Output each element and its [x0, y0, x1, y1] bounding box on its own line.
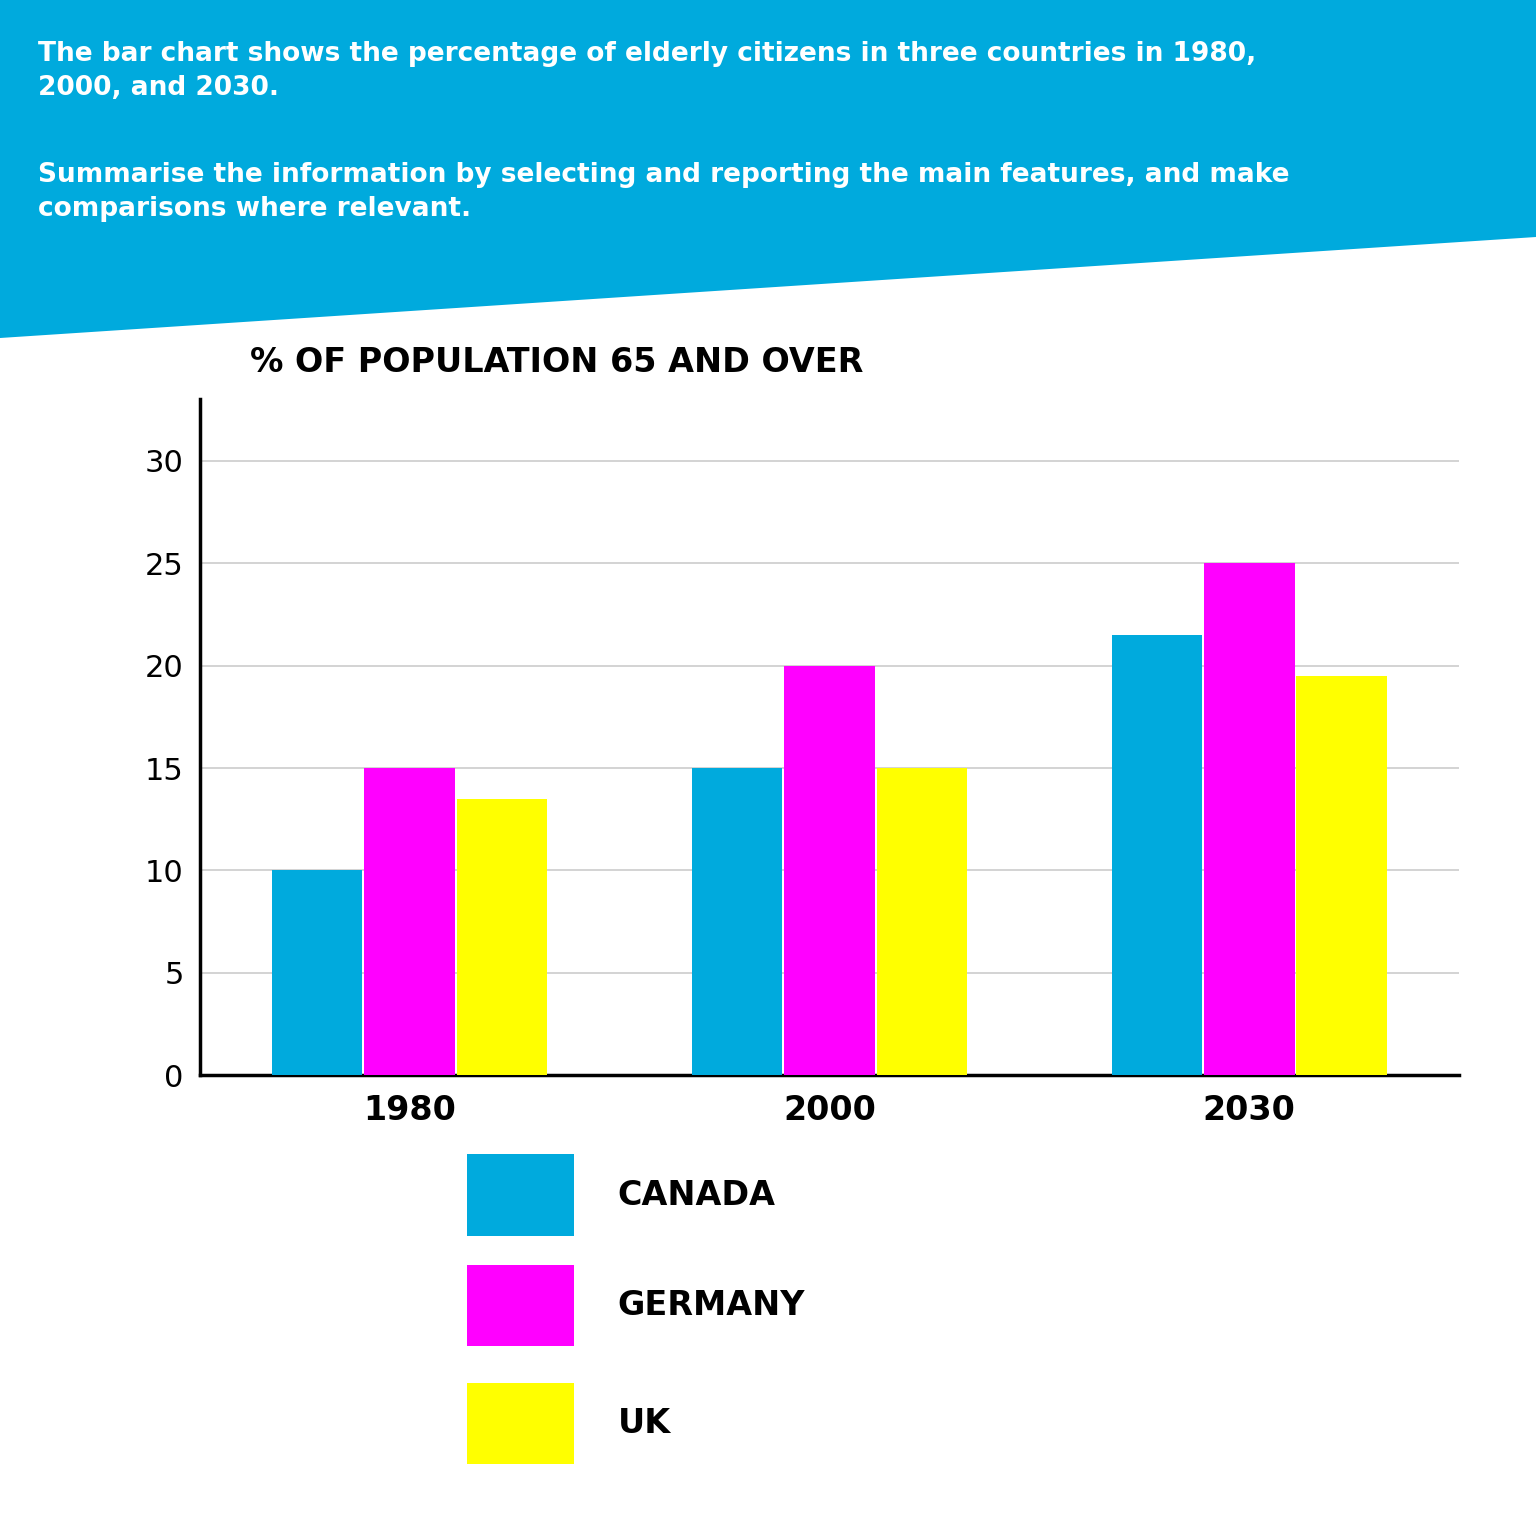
Bar	[1296, 676, 1387, 1075]
Text: Summarise the information by selecting and reporting the main features, and make: Summarise the information by selecting a…	[38, 163, 1290, 223]
Bar	[691, 768, 782, 1075]
Text: UK: UK	[617, 1407, 671, 1441]
Text: The bar chart shows the percentage of elderly citizens in three countries in 198: The bar chart shows the percentage of el…	[38, 40, 1256, 100]
Bar	[364, 768, 455, 1075]
Polygon shape	[0, 0, 1536, 338]
Bar	[785, 665, 874, 1075]
Bar	[1112, 634, 1203, 1075]
Text: % OF POPULATION 65 AND OVER: % OF POPULATION 65 AND OVER	[250, 346, 863, 378]
FancyBboxPatch shape	[467, 1155, 574, 1235]
Polygon shape	[0, 237, 1536, 338]
Text: GERMANY: GERMANY	[617, 1289, 805, 1322]
FancyBboxPatch shape	[467, 1382, 574, 1464]
Bar	[272, 871, 362, 1075]
Bar	[456, 799, 547, 1075]
Bar	[877, 768, 968, 1075]
Bar	[1204, 564, 1295, 1075]
FancyBboxPatch shape	[467, 1266, 574, 1346]
Text: CANADA: CANADA	[617, 1178, 776, 1212]
